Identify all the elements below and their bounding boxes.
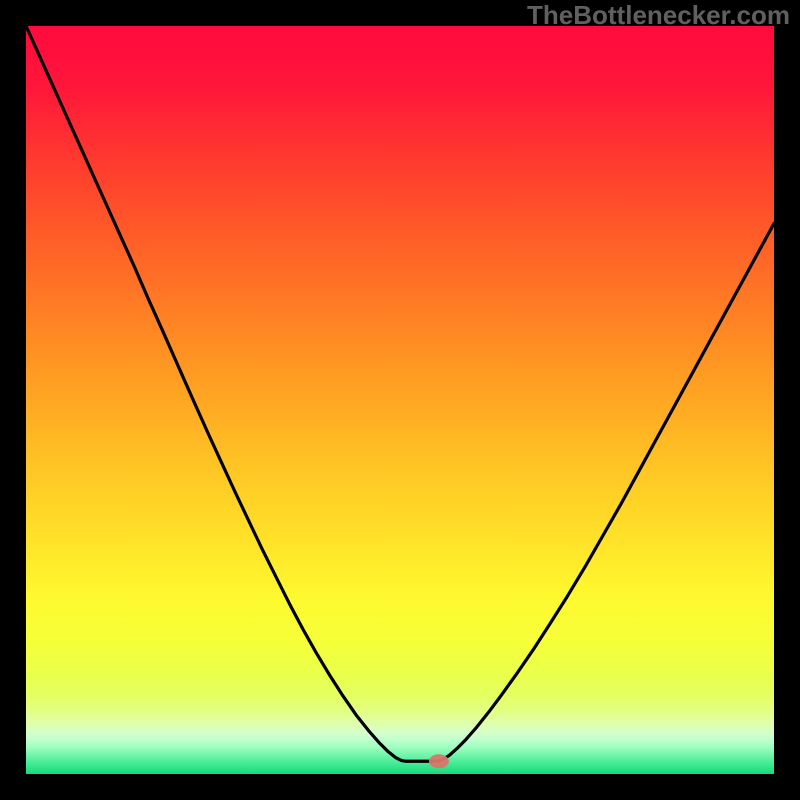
watermark-text: TheBottlenecker.com	[527, 0, 790, 31]
optimal-point-marker	[429, 754, 449, 768]
chart-plot-area	[26, 26, 774, 774]
chart-svg	[26, 26, 774, 774]
chart-background	[26, 26, 774, 774]
